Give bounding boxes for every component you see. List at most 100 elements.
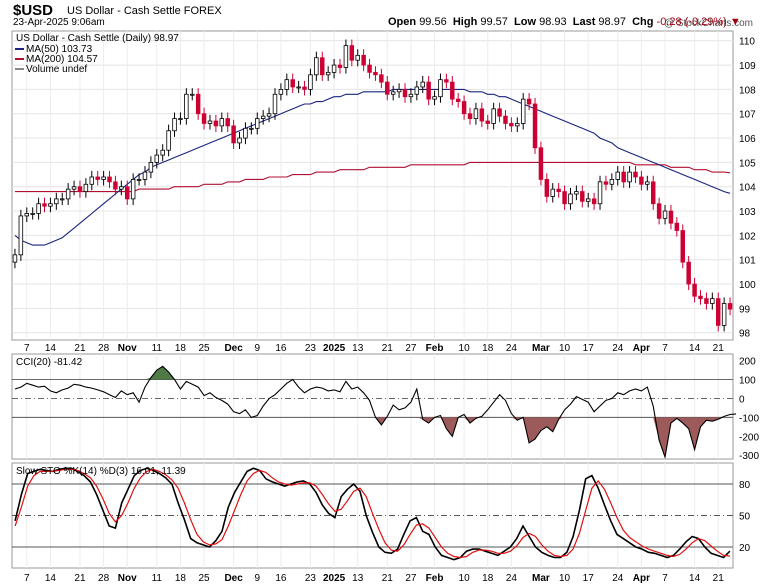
candle-body: [30, 213, 35, 215]
candle-body: [243, 127, 248, 139]
candle-body: [686, 261, 691, 285]
candle-body: [680, 230, 685, 263]
sto-tick-label: 20: [739, 543, 751, 554]
candle-body: [721, 303, 727, 326]
x-tick-label-top: 2025: [323, 343, 346, 354]
candle-body: [24, 213, 30, 217]
x-tick-label-bottom: 24: [612, 573, 624, 584]
quote-summary: Open 99.56 High 99.57 Low 98.93 Last 98.…: [388, 16, 741, 28]
x-tick-label-bottom: 27: [405, 573, 417, 584]
candle-body: [60, 198, 65, 201]
candle-body: [290, 79, 295, 88]
x-tick-label-top: 28: [98, 343, 110, 354]
candle-body: [260, 115, 266, 119]
sto-d-line: [14, 468, 730, 559]
x-tick-label-bottom: 21: [74, 573, 86, 584]
candle-body: [160, 149, 165, 156]
price-tick-label: 106: [739, 134, 756, 145]
candle-body: [136, 179, 142, 181]
candle-body: [130, 179, 136, 200]
candle-body: [603, 181, 609, 185]
candle-body: [432, 96, 437, 100]
low-value: 98.93: [539, 16, 567, 28]
candle-body: [178, 118, 183, 120]
candle-body: [278, 88, 284, 95]
x-tick-label-bottom: 9: [254, 573, 260, 584]
candle-body: [455, 98, 461, 102]
x-tick-label-top: 21: [382, 343, 394, 354]
high-label: High: [452, 16, 478, 28]
candle-body: [396, 88, 402, 93]
candle-body: [692, 283, 697, 297]
price-tick-label: 104: [739, 183, 756, 194]
candle-body: [597, 181, 603, 205]
candle-body: [426, 81, 431, 100]
candle-body: [48, 203, 53, 207]
candle-body: [715, 298, 721, 326]
candle-body: [349, 45, 355, 61]
candle-body: [107, 176, 112, 183]
quote-date: 23-Apr-2025 9:06am: [13, 17, 105, 28]
candle-body: [296, 86, 301, 89]
candle-body: [190, 93, 195, 96]
legend-entry: MA(200) 104.57: [26, 54, 98, 65]
cci-panel: [11, 353, 734, 460]
candle-body: [420, 81, 425, 88]
x-tick-label-bottom: 21: [382, 573, 394, 584]
candle-body: [639, 176, 644, 185]
candle-body: [621, 171, 626, 183]
x-tick-label-bottom: 14: [45, 573, 57, 584]
candle-body: [544, 179, 550, 197]
x-tick-label-bottom: 23: [305, 573, 317, 584]
x-tick-label-top: 18: [175, 343, 187, 354]
candle-body: [148, 161, 154, 173]
candle-body: [125, 186, 130, 200]
candle-body: [361, 54, 366, 66]
candle-body: [473, 108, 479, 119]
cci-tick-label: 200: [739, 357, 756, 368]
chg-label: Chg: [632, 16, 654, 28]
candle-body: [83, 183, 89, 192]
x-tick-label-top: Mar: [532, 343, 550, 354]
x-tick-label-bottom: 24: [506, 573, 518, 584]
candle-body: [467, 113, 473, 119]
candle-body: [390, 91, 396, 95]
x-tick-label-top: 24: [612, 343, 624, 354]
candle-body: [231, 125, 236, 144]
x-tick-label-top: 13: [352, 343, 364, 354]
candle-body: [249, 127, 254, 130]
candle-body: [284, 79, 290, 90]
candle-body: [627, 171, 632, 183]
candle-body: [485, 120, 490, 124]
candle-body: [609, 179, 615, 185]
watermark: @ StockCharts.com: [663, 18, 753, 29]
candle-body: [379, 74, 384, 83]
candle-body: [385, 81, 390, 95]
candle-body: [674, 222, 680, 231]
price-panel: [11, 30, 734, 341]
candle-body: [402, 88, 408, 98]
candle-body: [89, 176, 95, 185]
candle-body: [479, 108, 485, 122]
sto-panel-title: Slow STO %K(14) %D(3) 16.01, 11.39: [16, 466, 186, 477]
candle-body: [113, 181, 118, 190]
x-tick-label-bottom: 11: [152, 573, 163, 584]
price-tick-label: 103: [739, 207, 756, 218]
candle-body: [195, 93, 201, 115]
candle-body: [54, 198, 59, 205]
x-tick-label-top: 14: [45, 343, 57, 354]
sto-k-line: [14, 467, 731, 561]
candle-body: [101, 176, 106, 180]
x-tick-label-top: 14: [689, 343, 701, 354]
cci-tick-label: 0: [739, 394, 745, 405]
candle-body: [219, 118, 225, 127]
candle-body: [698, 295, 703, 300]
legend-entry: Volume undef: [26, 64, 87, 75]
x-tick-label-top: 9: [254, 343, 260, 354]
candle-body: [119, 186, 124, 190]
sto-tick-label: 80: [739, 480, 751, 491]
candle-body: [515, 123, 520, 127]
candle-body: [314, 57, 319, 76]
open-label: Open: [388, 16, 417, 28]
price-tick-label: 109: [739, 61, 756, 72]
